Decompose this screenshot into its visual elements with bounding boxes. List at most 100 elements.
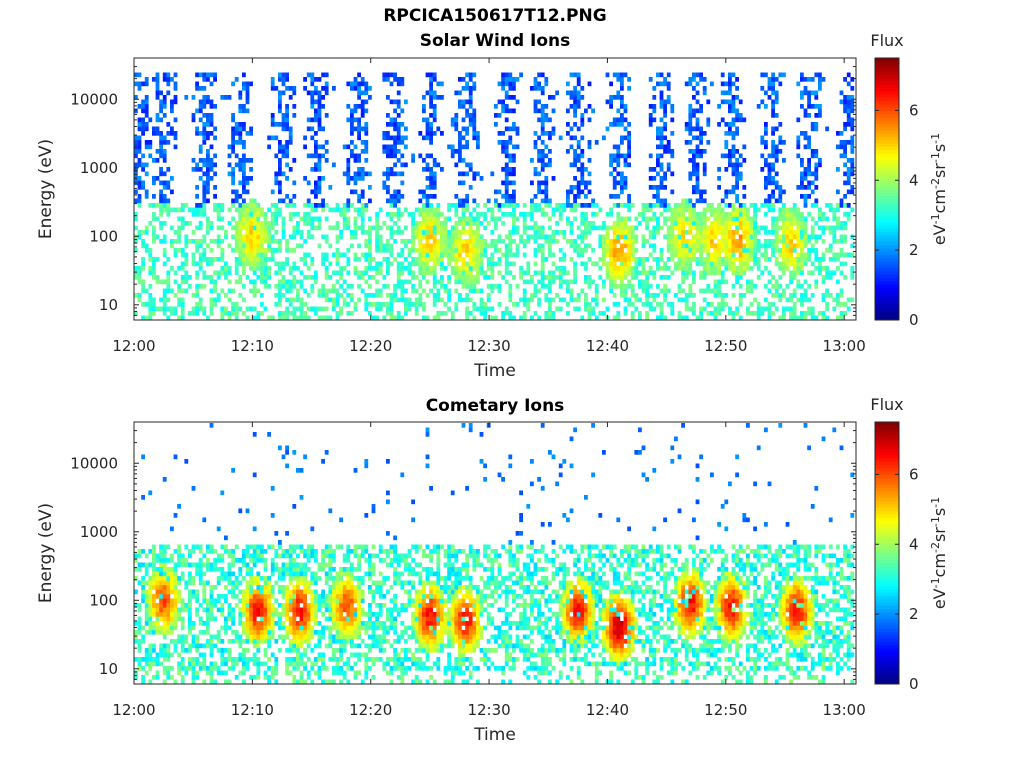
heatmap-cell <box>479 239 484 244</box>
heatmap-cell <box>195 302 199 307</box>
heatmap-cell <box>533 230 538 235</box>
heatmap-cell <box>810 90 815 96</box>
heatmap-cell <box>846 189 851 195</box>
figure-title: RPCICA150617T12.PNG <box>383 6 607 26</box>
heatmap-cell <box>681 248 685 253</box>
heatmap-cell <box>548 203 552 208</box>
heatmap-cell <box>429 257 433 262</box>
heatmap-cell <box>184 252 189 258</box>
heatmap-cell <box>641 216 646 222</box>
heatmap-cell <box>724 153 729 159</box>
heatmap-cell <box>846 216 851 222</box>
heatmap-cell <box>202 189 207 195</box>
heatmap-cell <box>317 185 322 190</box>
heatmap-cell <box>648 306 653 312</box>
heatmap-cell <box>332 207 336 213</box>
heatmap-cell <box>443 284 448 289</box>
heatmap-cell <box>170 311 174 316</box>
heatmap-cell <box>803 90 808 96</box>
heatmap-cell <box>234 77 239 82</box>
heatmap-cell <box>306 266 311 271</box>
heatmap-cell <box>803 261 808 267</box>
heatmap-cell <box>256 252 261 258</box>
heatmap-cell <box>184 275 189 280</box>
heatmap-cell <box>162 553 167 559</box>
heatmap-cell <box>544 153 549 159</box>
colorbar-segment <box>875 306 899 311</box>
heatmap-cell <box>494 221 498 226</box>
heatmap-cell <box>742 216 747 222</box>
heatmap-cell <box>375 212 379 217</box>
heatmap-cell <box>458 171 462 177</box>
heatmap-cell <box>706 234 711 240</box>
heatmap-cell <box>713 207 718 213</box>
heatmap-cell <box>436 212 441 217</box>
heatmap-cell <box>270 315 275 321</box>
heatmap-cell <box>598 234 603 240</box>
heatmap-cell <box>310 99 315 105</box>
heatmap-cell <box>152 77 156 82</box>
heatmap-cell <box>814 90 819 96</box>
heatmap-cell <box>764 198 768 204</box>
heatmap-cell <box>364 279 369 285</box>
heatmap-cell <box>742 293 747 298</box>
heatmap-cell <box>270 221 275 226</box>
heatmap-cell <box>717 122 721 127</box>
heatmap-cell <box>162 598 167 604</box>
heatmap-cell <box>800 243 804 249</box>
heatmap-cell <box>706 122 711 127</box>
heatmap-cell <box>368 248 372 253</box>
heatmap-cell <box>648 167 653 172</box>
heatmap-cell <box>339 212 343 217</box>
heatmap-cell <box>789 315 793 321</box>
heatmap-cell <box>602 252 606 258</box>
heatmap-cell <box>512 212 516 217</box>
heatmap-cell <box>450 239 455 244</box>
heatmap-cell <box>771 221 775 226</box>
heatmap-cell <box>288 212 293 217</box>
heatmap-cell <box>198 144 203 150</box>
heatmap-cell <box>440 275 444 280</box>
heatmap-cell <box>792 212 797 217</box>
heatmap-cell <box>134 167 138 172</box>
heatmap-cell <box>360 108 365 114</box>
heatmap-cell <box>479 212 484 217</box>
heatmap-cell <box>249 234 253 240</box>
heatmap-cell <box>800 248 804 253</box>
heatmap-cell <box>663 216 667 222</box>
colorbar-segment <box>875 103 899 108</box>
heatmap-cell <box>846 140 851 145</box>
heatmap-cell <box>368 239 372 244</box>
heatmap-cell <box>828 203 833 208</box>
heatmap-cell <box>206 167 210 172</box>
heatmap-cell <box>486 297 491 303</box>
heatmap-cell <box>713 266 718 271</box>
heatmap-cell <box>166 167 171 172</box>
heatmap-cell <box>256 243 261 249</box>
heatmap-cell <box>231 149 235 154</box>
heatmap-cell <box>166 284 171 289</box>
heatmap-cell <box>148 270 153 276</box>
heatmap-cell <box>231 288 235 294</box>
heatmap-cell <box>652 248 657 253</box>
heatmap-cell <box>731 99 736 105</box>
heatmap-cell <box>800 311 804 316</box>
heatmap-cell <box>782 230 786 235</box>
heatmap-cell <box>522 297 527 303</box>
heatmap-cell <box>170 603 174 608</box>
heatmap-cell <box>425 279 430 285</box>
heatmap-cell <box>638 270 642 276</box>
heatmap-cell <box>616 162 621 168</box>
heatmap-cell <box>155 176 160 181</box>
heatmap-cell <box>800 297 804 303</box>
heatmap-cell <box>504 126 509 132</box>
heatmap-cell <box>213 153 217 159</box>
heatmap-cell <box>468 86 473 91</box>
heatmap-cell <box>616 122 621 127</box>
heatmap-cell <box>785 248 790 253</box>
heatmap-cell <box>162 603 167 608</box>
heatmap-cell <box>566 239 570 244</box>
heatmap-cell <box>393 284 397 289</box>
heatmap-cell <box>508 81 513 87</box>
heatmap-cell <box>782 252 786 258</box>
